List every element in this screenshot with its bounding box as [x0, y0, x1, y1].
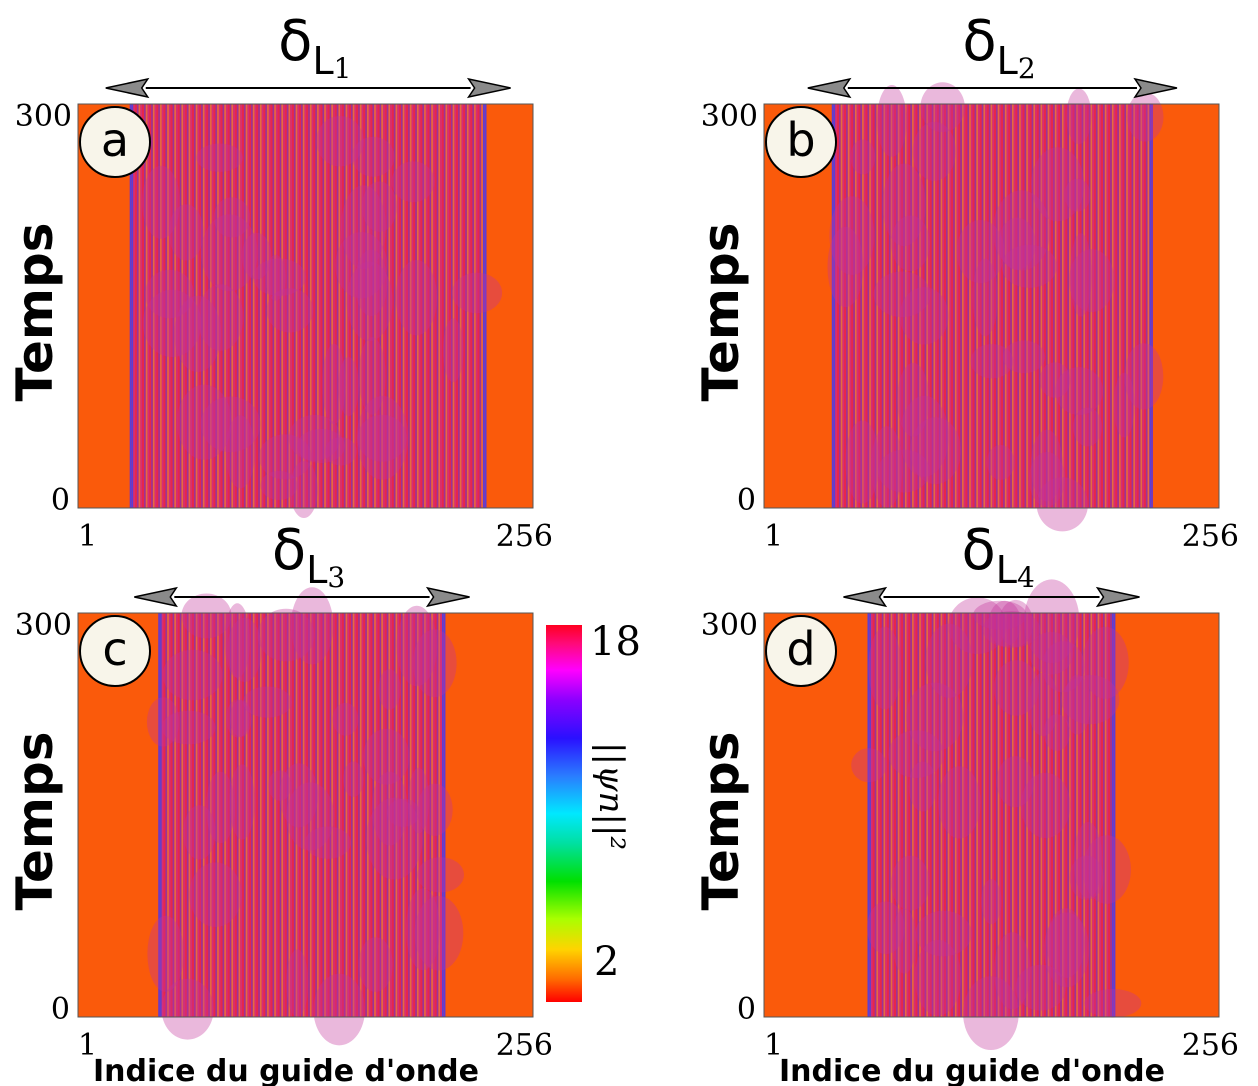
x-tick-label: 1 — [78, 1028, 97, 1063]
panel-frame — [77, 612, 534, 1018]
y-tick-label: 0 — [737, 483, 756, 518]
panel-label-badge: d — [765, 615, 837, 687]
colorbar: 18 2 ||ψn||² — [546, 619, 641, 1002]
panel-label-badge: a — [79, 106, 151, 178]
x-axis-label: Indice du guide d'onde — [779, 1054, 1165, 1086]
arrow-head-left — [843, 586, 888, 608]
arrow-head-right — [1095, 586, 1140, 608]
localized-band — [827, 82, 1164, 532]
width-label: δL2 — [962, 9, 1035, 85]
x-tick-label: 1 — [764, 519, 783, 554]
panel-label-badge: c — [79, 615, 151, 687]
panel-label-text: b — [786, 113, 815, 167]
y-tick-label: 300 — [15, 99, 72, 134]
x-tick-label: 256 — [1182, 1028, 1239, 1063]
width-arrow: δL1 — [105, 9, 511, 99]
panel-frame — [77, 103, 534, 509]
width-label: δL4 — [962, 518, 1035, 594]
width-arrow: δL3 — [134, 518, 470, 608]
y-tick-label: 0 — [737, 992, 756, 1027]
arrow-head-left — [105, 77, 150, 99]
x-tick-label: 1 — [764, 1028, 783, 1063]
y-tick-label: 0 — [51, 483, 70, 518]
x-tick-label: 1 — [78, 519, 97, 554]
colorbar-tick-2: 2 — [594, 939, 619, 985]
panel-label-text: a — [101, 113, 129, 167]
y-axis-label: Temps — [692, 731, 750, 910]
x-tick-label: 256 — [496, 519, 553, 554]
localized-band — [851, 579, 1142, 1050]
arrow-head-left — [807, 77, 852, 99]
panel-label-text: d — [786, 622, 815, 676]
localized-band — [146, 587, 464, 1046]
width-label: δL1 — [278, 9, 351, 85]
panel-a: a 300 01 256 Temps δL1 — [6, 9, 553, 554]
arrow-head-right — [425, 586, 470, 608]
x-tick-label: 256 — [496, 1028, 553, 1063]
panel-frame — [763, 612, 1220, 1018]
panel-frame — [763, 103, 1220, 509]
y-tick-label: 300 — [15, 608, 72, 643]
x-axis-label: Indice du guide d'onde — [93, 1054, 479, 1086]
width-arrow: δL2 — [807, 9, 1178, 99]
localized-band — [129, 104, 503, 518]
y-axis-label: Temps — [692, 222, 750, 401]
panel-label-text: c — [102, 622, 127, 676]
colorbar-tick-18: 18 — [590, 619, 641, 665]
arrow-head-right — [1133, 77, 1178, 99]
panel-label-badge: b — [765, 106, 837, 178]
colorbar-gradient — [546, 625, 582, 1002]
y-tick-label: 0 — [51, 992, 70, 1027]
colorbar-label: ||ψn||² — [591, 742, 631, 850]
panel-b: b 300 01 256 Temps δL2 — [692, 9, 1239, 554]
y-tick-label: 300 — [701, 99, 758, 134]
width-label: δL3 — [272, 518, 345, 594]
arrow-head-right — [466, 77, 511, 99]
y-axis-label: Temps — [6, 222, 64, 401]
y-axis-label: Temps — [6, 731, 64, 910]
width-arrow: δL4 — [843, 518, 1140, 608]
arrow-head-left — [134, 586, 178, 608]
y-tick-label: 300 — [701, 608, 758, 643]
x-tick-label: 256 — [1182, 519, 1239, 554]
